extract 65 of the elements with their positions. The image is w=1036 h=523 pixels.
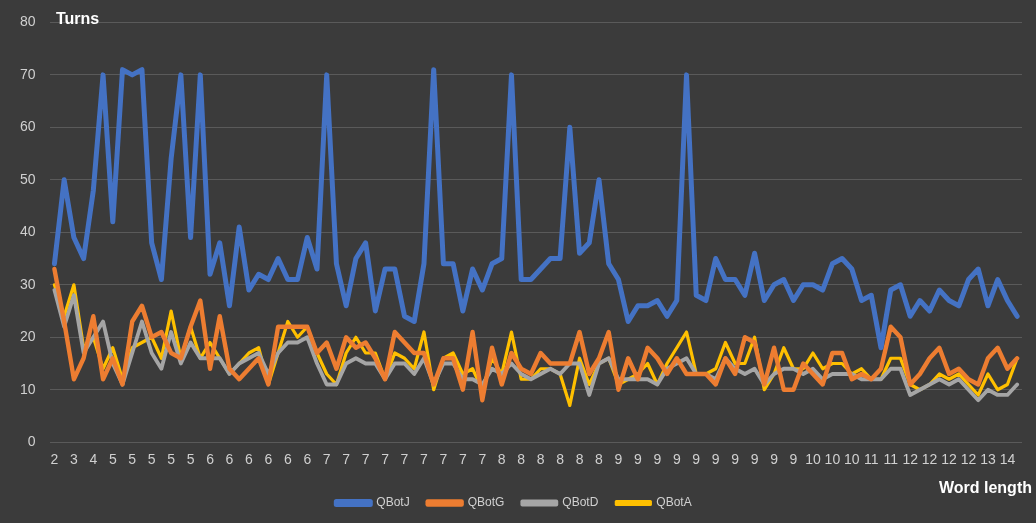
legend-label: QBotA	[656, 495, 692, 510]
x-tick-label: 5	[128, 451, 137, 468]
x-tick-label: 7	[458, 451, 467, 468]
x-tick-label: 12	[902, 451, 919, 468]
x-tick-label: 9	[614, 451, 623, 468]
x-tick-label: 6	[245, 451, 254, 468]
y-tick-label: 0	[27, 433, 36, 450]
y-tick-label: 80	[19, 13, 36, 30]
x-tick-label: 7	[400, 451, 409, 468]
x-tick-label: 8	[556, 451, 565, 468]
x-tick-label: 9	[711, 451, 720, 468]
x-tick-label: 5	[186, 451, 195, 468]
x-tick-label: 10	[805, 451, 821, 468]
legend-label: QBotG	[467, 495, 505, 510]
x-tick-label: 2	[50, 451, 59, 468]
x-tick-label: 9	[653, 451, 662, 468]
x-tick-label: 7	[342, 451, 351, 468]
x-axis-title: Word length	[938, 479, 1032, 497]
x-tick-label: 9	[672, 451, 681, 468]
x-tick-label: 10	[824, 451, 841, 468]
x-tick-label: 11	[864, 451, 879, 468]
x-tick-label: 12	[960, 451, 977, 468]
legend-label: QBotJ	[376, 495, 410, 510]
y-tick-label: 70	[19, 65, 36, 82]
x-tick-label: 6	[206, 451, 215, 468]
x-tick-label: 6	[303, 451, 312, 468]
x-tick-label: 14	[999, 451, 1016, 468]
x-tick-label: 6	[264, 451, 273, 468]
x-tick-label: 3	[69, 451, 78, 468]
x-tick-label: 9	[633, 451, 642, 468]
x-tick-label: 9	[770, 451, 779, 468]
x-tick-label: 8	[517, 451, 526, 468]
x-tick-label: 10	[844, 451, 860, 468]
x-tick-label: 7	[361, 451, 370, 468]
x-tick-label: 7	[420, 451, 429, 468]
x-tick-label: 12	[921, 451, 938, 468]
x-tick-label: 5	[167, 451, 176, 468]
y-tick-label: 30	[19, 275, 36, 292]
y-tick-label: 50	[19, 170, 36, 187]
x-tick-label: 5	[147, 451, 156, 468]
x-tick-label: 8	[497, 451, 506, 468]
y-tick-label: 10	[19, 380, 36, 397]
y-tick-label: 40	[19, 223, 36, 240]
x-tick-label: 8	[536, 451, 545, 468]
x-tick-label: 7	[439, 451, 448, 468]
x-tick-label: 7	[478, 451, 487, 468]
x-tick-label: 7	[322, 451, 331, 468]
x-tick-label: 6	[283, 451, 292, 468]
x-tick-label: 7	[381, 451, 390, 468]
x-tick-label: 5	[108, 451, 117, 468]
y-tick-label: 60	[19, 118, 36, 135]
x-tick-label: 9	[731, 451, 740, 468]
x-tick-label: 4	[89, 451, 98, 468]
y-tick-label: 20	[19, 328, 36, 345]
x-tick-label: 9	[789, 451, 798, 468]
x-tick-label: 13	[980, 451, 996, 468]
x-tick-label: 9	[692, 451, 701, 468]
x-tick-label: 12	[941, 451, 958, 468]
legend-label: QBotD	[562, 495, 599, 510]
x-tick-label: 8	[595, 451, 604, 468]
x-tick-label: 6	[225, 451, 234, 468]
x-tick-label: 9	[750, 451, 759, 468]
x-tick-label: 8	[575, 451, 584, 468]
y-axis-title: Turns	[56, 10, 100, 28]
x-tick-label: 11	[883, 451, 899, 468]
